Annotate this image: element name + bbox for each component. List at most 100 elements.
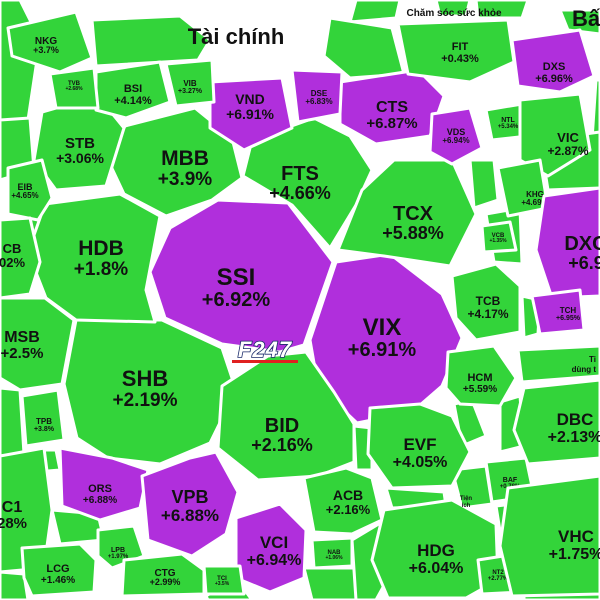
- stock-cell-ctg[interactable]: CTG+2.99%: [120, 552, 206, 598]
- change-label: +6.94%: [247, 552, 302, 569]
- stock-cell-ors[interactable]: ORS+6.88%: [58, 446, 150, 522]
- background-cell: [450, 464, 494, 510]
- change-label: 02%: [0, 255, 25, 270]
- ticker-label: HCM: [467, 372, 492, 384]
- change-label: +4.65%: [11, 191, 38, 200]
- stock-cell-tch[interactable]: TCH+6.95%: [530, 288, 586, 336]
- stock-cell-mbb[interactable]: MBB+3.9%: [106, 106, 244, 218]
- stock-cell-hcm[interactable]: HCM+5.59%: [444, 344, 518, 408]
- stock-cell-bsi[interactable]: BSI+4.14%: [94, 60, 172, 120]
- change-label: +1.06%: [325, 555, 343, 561]
- ticker-label: TPB: [36, 417, 52, 426]
- background-cell: [90, 14, 212, 68]
- ticker-label: EVF: [403, 435, 436, 454]
- change-label: +4.14%: [114, 95, 152, 107]
- change-label: +6.92%: [202, 289, 271, 311]
- ticker-label: TCX: [393, 203, 434, 225]
- cell-shape-evf: [366, 402, 472, 490]
- cell-shape-mbb: [106, 106, 244, 218]
- stock-cell-fts[interactable]: FTS+4.66%: [241, 116, 374, 250]
- stock-cell-vpb[interactable]: VPB+6.88%: [140, 450, 240, 558]
- change-label: +2.5%: [1, 345, 44, 362]
- stock-cell-vhc[interactable]: VHC+1.75%: [498, 474, 600, 598]
- ticker-label: VND: [235, 91, 265, 107]
- cell-shape-vnd: [208, 76, 294, 152]
- cell-shape-dse: [290, 68, 344, 124]
- cell-shape-khg: [496, 158, 550, 218]
- change-label: +0.43%: [441, 53, 479, 65]
- stock-cell-cts[interactable]: CTS+6.87%: [338, 68, 446, 146]
- stock-cell-fit[interactable]: FIT+0.43%: [396, 18, 516, 84]
- change-label: +3.5%: [215, 581, 230, 587]
- cell-shape-eib: [6, 158, 54, 222]
- cell-shape-vic: [518, 92, 592, 178]
- cell-shape-ssi: [148, 198, 335, 354]
- cell-shape-vcb: [480, 220, 518, 254]
- stock-cell-hdb[interactable]: HDB+1.8%: [26, 192, 162, 324]
- change-label: +6.88%: [161, 506, 219, 525]
- stock-cell-shb[interactable]: SHB+2.19%: [62, 318, 238, 466]
- change-label: +4.66%: [269, 183, 331, 203]
- change-label: +6.88%: [83, 495, 117, 506]
- sector-title-consumer: Ti dùng t: [572, 355, 597, 374]
- ticker-label: DBC: [557, 410, 594, 429]
- stock-cell-dxg[interactable]: DXG+6.9: [534, 186, 600, 300]
- stock-cell-ssi[interactable]: SSI+6.92%: [148, 198, 335, 354]
- stock-cell-nkg[interactable]: NKG+3.7%: [6, 10, 94, 74]
- change-label: +3.06%: [56, 150, 104, 166]
- ticker-label: CTS: [376, 99, 408, 116]
- cell-shape-cb: [0, 216, 42, 300]
- stock-cell-acb[interactable]: ACB+2.16%: [302, 466, 384, 536]
- cell-shape-dxs: [510, 28, 596, 94]
- ticker-label: CB: [3, 241, 22, 256]
- stock-cell-eib[interactable]: EIB+4.65%: [6, 158, 54, 222]
- sector-title-1: Chăm sóc sức khỏe: [406, 8, 501, 19]
- stock-cell-tpb[interactable]: TPB+3.8%: [20, 388, 66, 448]
- ticker-label: EIB: [17, 182, 33, 192]
- stock-cell-vcb[interactable]: VCB+1.35%: [480, 220, 518, 254]
- stock-cell-tvb[interactable]: TVB+2.68%: [48, 66, 100, 110]
- change-label: +6.91%: [348, 339, 417, 361]
- stock-cell-lcg[interactable]: LCG+1.46%: [20, 542, 98, 598]
- stock-cell-tcb[interactable]: TCB+4.17%: [450, 262, 522, 342]
- cell-shape-tch: [530, 288, 586, 336]
- change-label: 28%: [0, 515, 27, 532]
- stock-cell-tcx[interactable]: TCX+5.88%: [336, 158, 478, 268]
- stock-cell-vic[interactable]: VIC+2.87%: [518, 92, 592, 178]
- stock-cell-vnd[interactable]: VND+6.91%: [208, 76, 294, 152]
- stock-cell-hdg[interactable]: HDG+6.04%: [370, 498, 500, 600]
- stock-cell-vib[interactable]: VIB+3.27%: [164, 58, 216, 108]
- stock-cell-evf[interactable]: EVF+4.05%: [366, 402, 472, 490]
- change-label: +6.87%: [366, 115, 417, 132]
- change-label: +5.88%: [382, 223, 444, 243]
- change-label: +1.97%: [108, 554, 129, 560]
- sector-title-0: Tài chính: [188, 24, 285, 49]
- stock-cell-msb[interactable]: MSB+2.5%: [0, 296, 76, 392]
- ticker-label: MSB: [4, 329, 40, 346]
- background-cell: [434, 0, 472, 18]
- stock-cell-vds[interactable]: VDS+6.94%: [428, 106, 484, 166]
- ticker-label: LCG: [46, 563, 69, 575]
- stock-cell-vci[interactable]: VCI+6.94%: [234, 502, 308, 594]
- stock-cell-dse[interactable]: DSE+6.83%: [290, 68, 344, 124]
- change-label: +1.8%: [74, 259, 129, 280]
- ticker-label: VCI: [260, 533, 288, 552]
- ticker-label: VCB: [492, 233, 505, 239]
- stock-cell-dbc[interactable]: DBC+2.13%: [512, 378, 600, 466]
- stock-cell-vix[interactable]: VIX+6.91%: [308, 252, 464, 425]
- stock-cell-bid[interactable]: BID+2.16%: [216, 350, 356, 482]
- ticker-label: VHC: [558, 527, 594, 546]
- background-cell: [558, 8, 600, 36]
- stock-cell-dxs[interactable]: DXS+6.96%: [510, 28, 596, 94]
- f247-watermark-logo: F247: [232, 336, 298, 363]
- cell-shape-tpb: [20, 388, 66, 448]
- ticker-label: BAF: [503, 477, 518, 484]
- stock-cell-tci[interactable]: TCI+3.5%: [202, 564, 246, 596]
- change-label: +2.77%: [488, 576, 509, 582]
- background-cell: [474, 0, 530, 20]
- background-cell: [516, 344, 600, 384]
- cell-shape-tcx: [336, 158, 478, 268]
- stock-cell-nab[interactable]: NAB+1.06%: [310, 536, 354, 570]
